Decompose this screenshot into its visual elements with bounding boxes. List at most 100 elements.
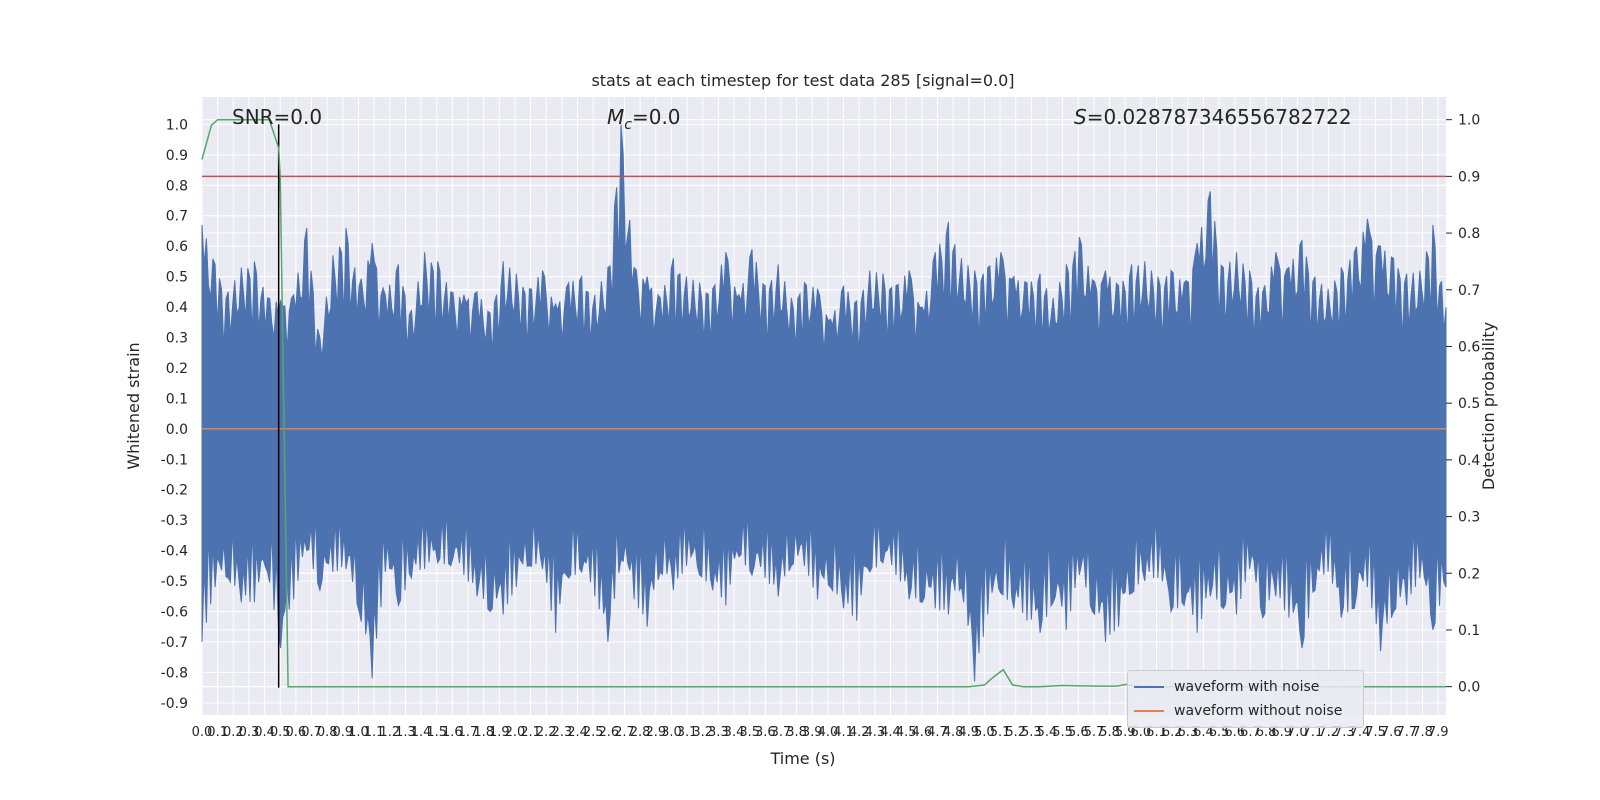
legend-label-clean: waveform without noise <box>1174 703 1343 719</box>
y2-tick-label: 0.2 <box>1458 566 1480 582</box>
x-tick-label: 4.5 <box>896 725 917 740</box>
waveform-with-noise-line <box>201 124 1447 682</box>
x-tick-label: 7.2 <box>1318 725 1339 740</box>
y-tick-label: 0.7 <box>166 209 188 225</box>
x-tick-label: 1.8 <box>473 725 494 740</box>
x-tick-label: 1.2 <box>379 725 400 740</box>
x-tick-label: 5.4 <box>1037 725 1058 740</box>
x-tick-label: 3.0 <box>661 725 682 740</box>
x-tick-label: 6.4 <box>1193 725 1214 740</box>
x-tick-label: 3.7 <box>771 725 792 740</box>
snr-annotation: SNR=0.0 <box>232 105 322 129</box>
y-tick-label: 1.0 <box>166 117 188 133</box>
x-tick-label: 0.7 <box>301 725 322 740</box>
x-tick-label: 2.4 <box>567 725 588 740</box>
x-tick-label: 4.7 <box>927 725 948 740</box>
s-annotation: S=0.028787346556782722 <box>1074 105 1352 129</box>
x-tick-label: 5.8 <box>1099 725 1120 740</box>
x-tick-label: 7.1 <box>1303 725 1324 740</box>
x-tick-label: 0.1 <box>207 725 228 740</box>
y2-tick-label: 0.7 <box>1458 283 1480 299</box>
x-tick-label: 6.8 <box>1256 725 1277 740</box>
x-tick-label: 6.2 <box>1162 725 1183 740</box>
x-tick-label: 4.6 <box>911 725 932 740</box>
x-tick-label: 0.3 <box>239 725 260 740</box>
x-tick-label: 1.5 <box>426 725 447 740</box>
y-tick-label: -0.3 <box>161 513 188 529</box>
x-tick-label: 1.4 <box>411 725 432 740</box>
x-tick-label: 7.0 <box>1287 725 1308 740</box>
series-layer <box>201 124 1447 682</box>
x-tick-label: 6.0 <box>1131 725 1152 740</box>
x-tick-label: 7.4 <box>1350 725 1371 740</box>
x-tick-label: 1.7 <box>458 725 479 740</box>
x-tick-label: 4.3 <box>865 725 886 740</box>
x-tick-label: 3.4 <box>724 725 745 740</box>
mc-annotation: Mc=0.0 <box>607 105 681 133</box>
legend-item-clean: waveform without noise <box>1134 701 1342 721</box>
tick-labels: 0.00.10.20.30.40.50.60.70.80.91.01.11.21… <box>161 113 1481 740</box>
x-tick-label: 2.9 <box>645 725 666 740</box>
x-tick-label: 7.5 <box>1365 725 1386 740</box>
x-tick-label: 2.0 <box>505 725 526 740</box>
y-tick-label: 0.2 <box>166 361 188 377</box>
y2-axis-label: Detection probability <box>1479 322 1498 490</box>
x-tick-label: 0.2 <box>223 725 244 740</box>
x-tick-label: 6.6 <box>1224 725 1245 740</box>
y2-tick-label: 0.9 <box>1458 169 1480 185</box>
y-tick-label: -0.2 <box>161 483 188 499</box>
x-tick-label: 2.1 <box>520 725 541 740</box>
x-tick-label: 3.3 <box>708 725 729 740</box>
y-tick-label: -0.1 <box>161 452 188 468</box>
x-tick-label: 7.7 <box>1397 725 1418 740</box>
legend-swatch-noise <box>1134 686 1164 688</box>
x-tick-label: 2.3 <box>552 725 573 740</box>
x-tick-label: 3.6 <box>755 725 776 740</box>
x-tick-label: 1.6 <box>442 725 463 740</box>
y-tick-label: 0.0 <box>166 422 188 438</box>
x-tick-label: 2.6 <box>598 725 619 740</box>
x-tick-label: 7.9 <box>1428 725 1449 740</box>
x-tick-label: 3.8 <box>786 725 807 740</box>
x-tick-label: 4.8 <box>943 725 964 740</box>
x-tick-label: 6.9 <box>1271 725 1292 740</box>
y2-tick-label: 0.1 <box>1458 623 1480 639</box>
x-tick-label: 7.8 <box>1412 725 1433 740</box>
x-tick-label: 5.7 <box>1084 725 1105 740</box>
y-tick-label: 0.9 <box>166 148 188 164</box>
x-tick-label: 4.0 <box>818 725 839 740</box>
y-tick-label: -0.5 <box>161 574 188 590</box>
x-tick-label: 1.1 <box>364 725 385 740</box>
x-tick-label: 3.1 <box>677 725 698 740</box>
x-tick-label: 7.3 <box>1334 725 1355 740</box>
x-axis-label: Time (s) <box>769 749 835 768</box>
y-tick-label: -0.7 <box>161 635 188 651</box>
x-tick-label: 3.2 <box>692 725 713 740</box>
y2-tick-label: 0.6 <box>1458 339 1480 355</box>
x-tick-label: 5.5 <box>1052 725 1073 740</box>
x-tick-label: 4.4 <box>880 725 901 740</box>
x-tick-label: 6.5 <box>1209 725 1230 740</box>
legend-swatch-clean <box>1134 710 1164 712</box>
y2-tick-label: 0.5 <box>1458 396 1480 412</box>
x-tick-label: 5.6 <box>1068 725 1089 740</box>
x-tick-label: 0.5 <box>270 725 291 740</box>
x-tick-label: 0.6 <box>286 725 307 740</box>
x-tick-label: 5.2 <box>1005 725 1026 740</box>
x-tick-label: 2.8 <box>630 725 651 740</box>
legend-label-noise: waveform with noise <box>1174 679 1320 695</box>
x-tick-label: 5.1 <box>990 725 1011 740</box>
x-tick-label: 4.2 <box>849 725 870 740</box>
y2-tick-label: 0.4 <box>1458 453 1480 469</box>
x-tick-label: 5.3 <box>1021 725 1042 740</box>
legend-item-noise: waveform with noise <box>1134 677 1319 697</box>
x-tick-label: 6.7 <box>1240 725 1261 740</box>
x-tick-label: 0.4 <box>254 725 275 740</box>
y2-tick-label: 0.3 <box>1458 510 1480 526</box>
x-tick-label: 6.1 <box>1146 725 1167 740</box>
y2-tick-label: 0.0 <box>1458 680 1480 696</box>
y-tick-label: 0.1 <box>166 391 188 407</box>
x-tick-label: 3.9 <box>802 725 823 740</box>
x-tick-label: 0.8 <box>317 725 338 740</box>
